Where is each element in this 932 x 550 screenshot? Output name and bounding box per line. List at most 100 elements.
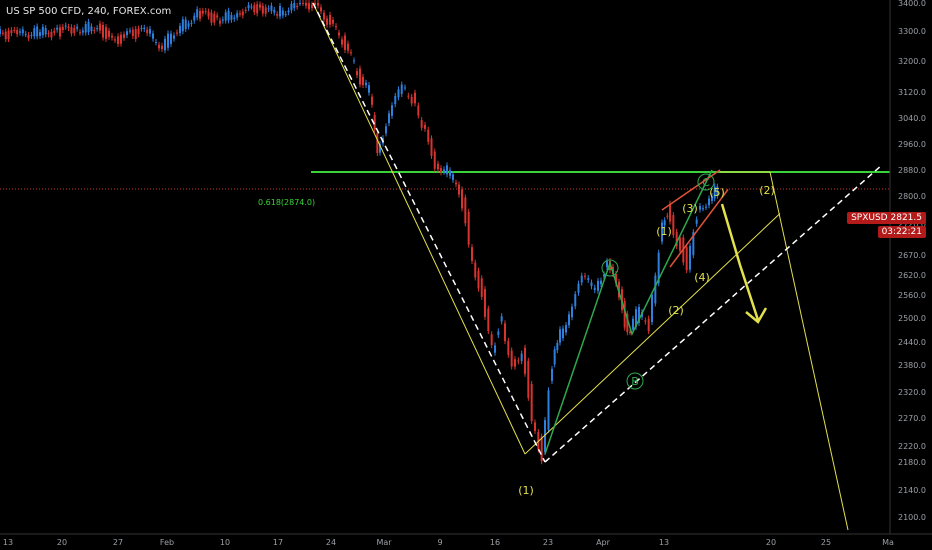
- y-tick-label: 2620.0: [898, 271, 926, 280]
- candle-body: [293, 3, 296, 9]
- wave-label: (5): [709, 186, 725, 199]
- candle-body: [689, 245, 691, 270]
- candle-body: [663, 220, 666, 226]
- candle-body: [647, 318, 650, 332]
- x-tick-label: 16: [490, 538, 500, 547]
- candle-body: [173, 35, 175, 39]
- wave-label: (2): [668, 304, 684, 317]
- candle-body: [692, 232, 695, 256]
- candle-body: [161, 45, 163, 50]
- candle-body: [629, 331, 631, 333]
- candle-body: [230, 15, 233, 20]
- candle-body: [623, 301, 626, 328]
- candle-body: [210, 12, 213, 23]
- candle-body: [59, 27, 61, 37]
- candle-body: [216, 15, 219, 18]
- candle-body: [279, 6, 281, 17]
- wave-label: (1): [518, 484, 534, 497]
- candle-body: [609, 261, 611, 271]
- candle-body: [81, 30, 84, 33]
- candle-body: [164, 38, 166, 51]
- candle-body: [341, 39, 343, 45]
- candle-body: [84, 23, 87, 33]
- candle-body: [455, 182, 457, 185]
- candle-body: [73, 27, 76, 34]
- candle-body: [675, 231, 678, 247]
- candle-body: [152, 33, 154, 39]
- candle-body: [540, 436, 543, 462]
- candle-body: [323, 12, 325, 20]
- candle-body: [120, 34, 122, 44]
- candle-body: [33, 28, 36, 37]
- candle-body: [461, 189, 463, 209]
- candle-body: [10, 30, 13, 34]
- candle-body: [41, 26, 44, 36]
- candle-body: [250, 6, 253, 8]
- candle-body: [1, 32, 4, 34]
- wedge-line: [669, 189, 729, 268]
- x-tick-label: 25: [821, 538, 831, 547]
- candle-body: [308, 3, 310, 10]
- candle-body: [204, 11, 207, 13]
- candle-body: [685, 247, 688, 271]
- candle-body: [587, 278, 590, 280]
- candle-body: [467, 211, 470, 245]
- candle-body: [449, 170, 451, 176]
- candle-body: [510, 350, 513, 367]
- x-tick-label: Feb: [160, 538, 174, 547]
- y-tick-label: 2500.0: [898, 314, 926, 323]
- x-tick-label: 13: [659, 538, 669, 547]
- candle-body: [458, 184, 460, 195]
- candle-body: [379, 144, 381, 153]
- candle-body: [443, 169, 445, 172]
- candle-body: [699, 206, 701, 210]
- yellow-arrow-head: [745, 307, 768, 324]
- timer-tag: 03:22:21: [877, 226, 926, 238]
- candle-body: [626, 313, 629, 333]
- candle-body: [61, 26, 64, 31]
- candle-body: [651, 294, 653, 323]
- candle-body: [332, 20, 334, 24]
- candle-body: [53, 30, 56, 33]
- candle-body: [471, 247, 473, 261]
- candle-body: [644, 320, 647, 322]
- x-tick-label: 24: [326, 538, 336, 547]
- candle-body: [296, 5, 299, 7]
- candle-body: [544, 420, 546, 453]
- candle-body: [494, 345, 496, 353]
- candle-body: [705, 206, 707, 208]
- candle-body: [504, 323, 506, 342]
- candle-body: [224, 12, 227, 21]
- candle-body: [16, 29, 19, 35]
- candle-body: [267, 8, 270, 10]
- candle-body: [170, 33, 172, 44]
- candle-body: [376, 133, 379, 154]
- y-tick-label: 2270.0: [898, 414, 926, 423]
- candle-body: [410, 96, 413, 104]
- candle-body: [87, 21, 90, 33]
- y-tick-label: 3300.0: [898, 27, 926, 36]
- candle-body: [603, 274, 605, 277]
- y-tick-label: 2220.0: [898, 442, 926, 451]
- candle-body: [207, 11, 210, 17]
- wave-label: (1): [656, 225, 672, 238]
- yellow-wave-line: [769, 171, 849, 531]
- candle-body: [329, 14, 331, 25]
- candle-body: [490, 334, 493, 346]
- candle-body: [437, 163, 439, 170]
- candle-body: [373, 114, 376, 130]
- candle-body: [67, 26, 70, 29]
- candle-body: [571, 306, 573, 318]
- y-tick-label: 2320.0: [898, 388, 926, 397]
- candle-body: [507, 340, 510, 355]
- candle-body: [527, 360, 530, 398]
- candle-body: [556, 342, 559, 351]
- candle-body: [36, 26, 39, 37]
- candle-body: [407, 95, 410, 97]
- candle-body: [276, 14, 279, 16]
- candle-body: [190, 22, 193, 24]
- candle-body: [477, 270, 480, 289]
- y-tick-label: 3200.0: [898, 57, 926, 66]
